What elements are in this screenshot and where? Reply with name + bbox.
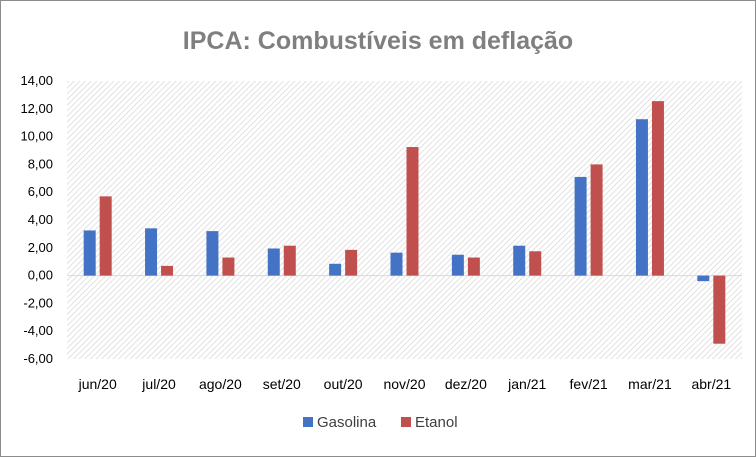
legend: Gasolina Etanol <box>303 414 458 431</box>
x-axis: jun/20 jul/20 ago/20 set/20 out/20 nov/20 dez/… <box>78 376 732 392</box>
bar-etanol-fev-21 <box>590 164 603 276</box>
x-tick-label: ago/20 <box>199 376 242 392</box>
x-tick-label: dez/20 <box>445 376 487 392</box>
x-tick-label: jun/20 <box>78 376 117 392</box>
y-tick-label: 0,00 <box>28 268 53 283</box>
bar-gasolina-dez-20 <box>451 254 464 276</box>
plot-background <box>67 81 742 359</box>
bar-gasolina-set-20 <box>267 248 280 276</box>
y-tick-label: -6,00 <box>23 351 53 366</box>
legend-swatch-etanol <box>401 417 411 427</box>
x-tick-label: fev/21 <box>570 376 608 392</box>
bar-gasolina-jul-20 <box>145 228 158 276</box>
bar-etanol-abr-21 <box>713 275 726 344</box>
legend-swatch-gasolina <box>303 417 313 427</box>
y-tick-label: 8,00 <box>28 156 53 171</box>
bar-etanol-set-20 <box>283 245 296 276</box>
y-tick-label: 2,00 <box>28 240 53 255</box>
y-tick-label: 14,00 <box>20 73 53 88</box>
legend-label-gasolina: Gasolina <box>317 414 377 431</box>
x-tick-label: abr/21 <box>691 376 731 392</box>
x-tick-label: jan/21 <box>507 376 546 392</box>
bar-etanol-jul-20 <box>161 265 174 276</box>
bar-etanol-jan-21 <box>529 251 542 276</box>
x-tick-label: nov/20 <box>383 376 425 392</box>
bar-etanol-out-20 <box>345 249 358 276</box>
x-tick-label: mar/21 <box>628 376 672 392</box>
x-tick-label: set/20 <box>263 376 301 392</box>
legend-label-etanol: Etanol <box>415 414 458 431</box>
y-tick-label: 6,00 <box>28 184 53 199</box>
bar-gasolina-mar-21 <box>635 119 648 276</box>
y-tick-label: 4,00 <box>28 212 53 227</box>
bars <box>83 101 726 344</box>
bar-etanol-jun-20 <box>99 196 112 276</box>
bar-etanol-ago-20 <box>222 257 235 276</box>
bar-etanol-dez-20 <box>467 257 480 276</box>
bar-etanol-mar-21 <box>651 101 664 276</box>
chart-title: IPCA: Combustíveis em deflação <box>183 27 573 55</box>
bar-gasolina-nov-20 <box>390 252 403 276</box>
bar-gasolina-jan-21 <box>513 245 526 276</box>
bar-gasolina-abr-21 <box>697 275 710 282</box>
bar-gasolina-ago-20 <box>206 231 219 276</box>
bar-gasolina-fev-21 <box>574 176 587 276</box>
bar-etanol-nov-20 <box>406 147 419 276</box>
x-tick-label: out/20 <box>324 376 363 392</box>
y-tick-label: -2,00 <box>23 295 53 310</box>
x-tick-label: jul/20 <box>141 376 176 392</box>
y-tick-label: 10,00 <box>20 129 53 144</box>
y-tick-label: 12,00 <box>20 101 53 116</box>
y-axis: -6,00 -4,00 -2,00 0,00 2,00 4,00 6,00 8,00 10,00… <box>20 73 742 366</box>
bar-gasolina-out-20 <box>329 263 342 276</box>
bar-gasolina-jun-20 <box>83 230 96 276</box>
y-tick-label: -4,00 <box>23 323 53 338</box>
